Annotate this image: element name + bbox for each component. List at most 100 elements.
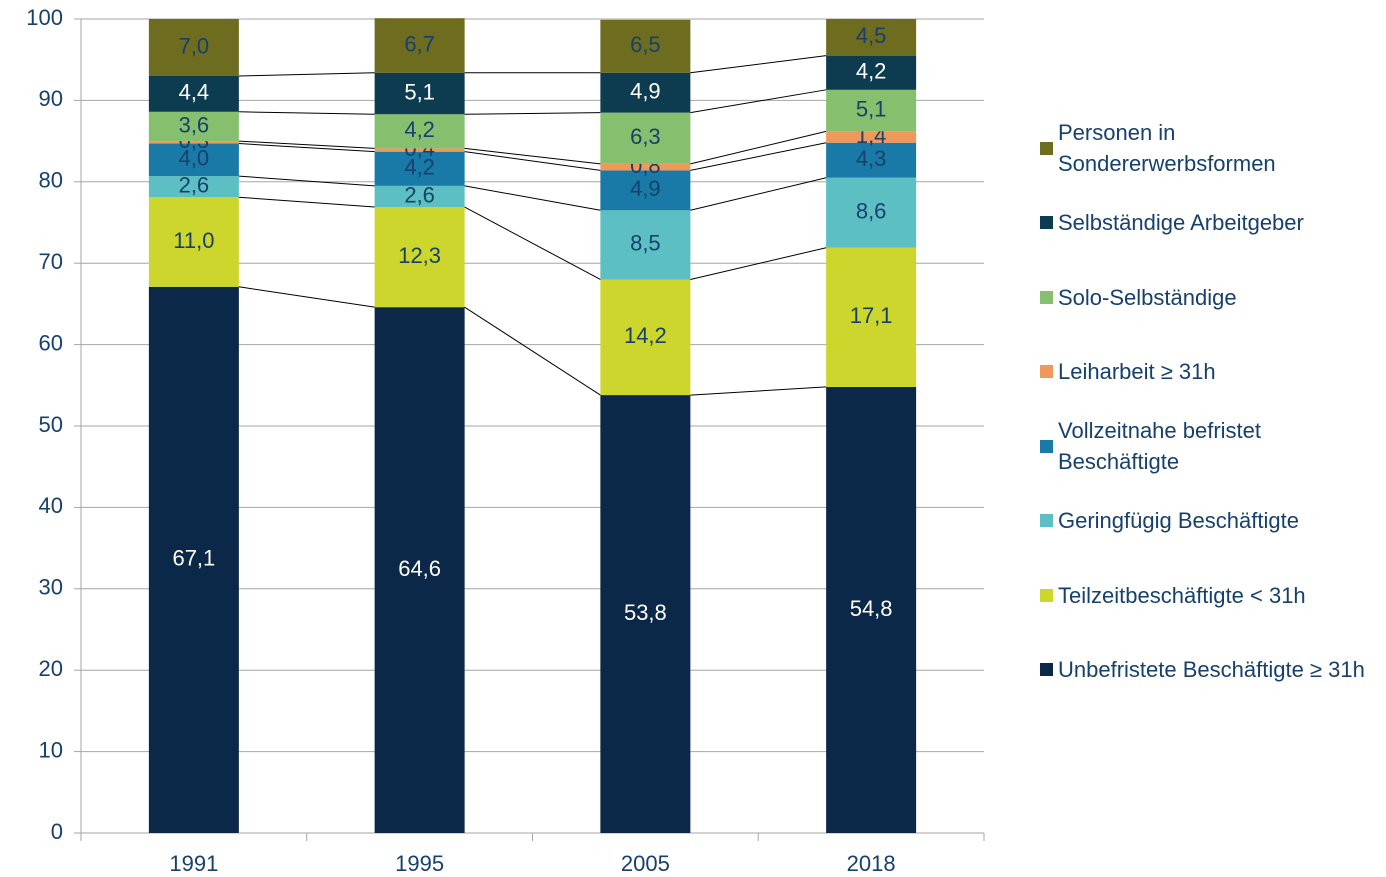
value-label: 53,8: [624, 600, 667, 625]
bar-segment: [374, 151, 465, 186]
legend-item: Leiharbeit ≥ 31h: [1040, 335, 1380, 410]
legend-label: Personen in Sondererwerbsformen: [1058, 120, 1276, 177]
bar-segment: [374, 114, 465, 149]
value-label: 6,7: [404, 31, 435, 56]
series-connector: [690, 386, 827, 396]
legend-item: Geringfügig Beschäftigte: [1040, 484, 1380, 559]
bar-segment: [148, 141, 239, 144]
bar-segment: [600, 279, 691, 396]
bar-segment: [826, 386, 917, 833]
legend-label: Leiharbeit ≥ 31h: [1058, 359, 1216, 385]
x-tick-label: 2018: [847, 851, 896, 876]
value-label: 8,6: [856, 199, 887, 224]
value-label: 4,9: [630, 176, 661, 201]
bar-segment: [374, 207, 465, 308]
y-tick-label: 30: [39, 575, 63, 600]
y-tick-label: 70: [39, 249, 63, 274]
bar-segment: [148, 143, 239, 177]
value-label: 8,5: [630, 231, 661, 256]
bar-segment: [374, 18, 465, 73]
value-label: 64,6: [398, 556, 441, 581]
bar-segment: [148, 176, 239, 198]
legend-item: Teilzeitbeschäftigte < 31h: [1040, 558, 1380, 633]
value-label: 2,6: [404, 182, 435, 207]
bar-segment: [374, 185, 465, 208]
value-label: 67,1: [172, 546, 215, 571]
bar-segment: [148, 197, 239, 287]
x-tick-label: 1995: [395, 851, 444, 876]
series-connector: [238, 72, 375, 77]
series-connector: [238, 140, 375, 149]
x-tick-label: 2005: [621, 851, 670, 876]
value-label: 4,3: [856, 146, 887, 171]
bar-segment: [600, 72, 691, 113]
series-connector: [238, 111, 375, 115]
y-tick-label: 80: [39, 168, 63, 193]
series-connector: [238, 196, 375, 208]
value-label: 5,1: [404, 79, 435, 104]
legend-item: Solo-Selbständige: [1040, 260, 1380, 335]
y-tick-label: 0: [51, 819, 63, 844]
value-label: 4,0: [179, 146, 210, 171]
y-tick-label: 20: [39, 656, 63, 681]
series-connector: [464, 185, 601, 211]
bar-segment: [826, 89, 917, 132]
value-label: 14,2: [624, 323, 667, 348]
bar-segment: [600, 395, 691, 833]
series-connector: [464, 306, 601, 396]
bar-segment: [374, 307, 465, 833]
legend-label: Teilzeitbeschäftigte < 31h: [1058, 582, 1306, 608]
series-connector: [238, 175, 375, 187]
series-connector: [690, 130, 827, 165]
legend-swatch: [1040, 439, 1053, 453]
value-label: 11,0: [173, 228, 214, 253]
value-label: 7,0: [179, 33, 210, 58]
series-connector: [464, 206, 601, 280]
legend-swatch: [1040, 141, 1053, 155]
value-label: 12,3: [398, 243, 441, 268]
legend-swatch: [1040, 514, 1053, 528]
legend-label: Vollzeitnahe befristet Beschäftigte: [1058, 418, 1262, 475]
legend-label: Geringfügig Beschäftigte: [1058, 508, 1299, 534]
bar-segment: [148, 111, 239, 142]
value-label: 6,5: [630, 32, 661, 57]
bar-segment: [826, 247, 917, 387]
y-tick-label: 60: [39, 330, 63, 355]
series-connector: [690, 55, 827, 74]
value-label: 6,3: [630, 124, 661, 149]
bar-segment: [600, 170, 691, 211]
value-label: 4,4: [179, 80, 210, 105]
bar-segment: [600, 19, 691, 73]
legend-item: Selbständige Arbeitgeber: [1040, 186, 1380, 261]
bar-segment: [600, 210, 691, 280]
legend-item: Vollzeitnahe befristet Beschäftigte: [1040, 409, 1380, 484]
value-label: 5,1: [856, 96, 887, 121]
series-connector: [238, 143, 375, 153]
value-label: 4,2: [856, 59, 887, 84]
value-label: 54,8: [850, 596, 893, 621]
legend-swatch: [1040, 290, 1053, 304]
value-label: 2,6: [179, 172, 210, 197]
y-tick-label: 10: [39, 737, 63, 762]
y-tick-label: 50: [39, 412, 63, 437]
bar-segment: [826, 131, 917, 143]
series-connector: [464, 112, 601, 115]
x-tick-label: 1991: [169, 851, 218, 876]
bar-segment: [826, 19, 917, 56]
legend-label: Solo-Selbständige: [1058, 284, 1237, 310]
legend-label: Selbständige Arbeitgeber: [1058, 210, 1304, 236]
bar-segment: [600, 112, 691, 164]
bar-segment: [374, 72, 465, 115]
legend-swatch: [1040, 663, 1053, 677]
legend-swatch: [1040, 588, 1053, 602]
y-tick-label: 40: [39, 493, 63, 518]
bar-segment: [148, 75, 239, 112]
series-connector: [464, 151, 601, 171]
legend-label: Unbefristete Beschäftigte ≥ 31h: [1058, 657, 1365, 683]
value-label: 4,9: [630, 78, 661, 103]
y-tick-label: 100: [26, 5, 63, 30]
legend: Personen in Sondererwerbsformen Selbständ…: [1040, 111, 1380, 707]
series-connector: [690, 247, 827, 280]
